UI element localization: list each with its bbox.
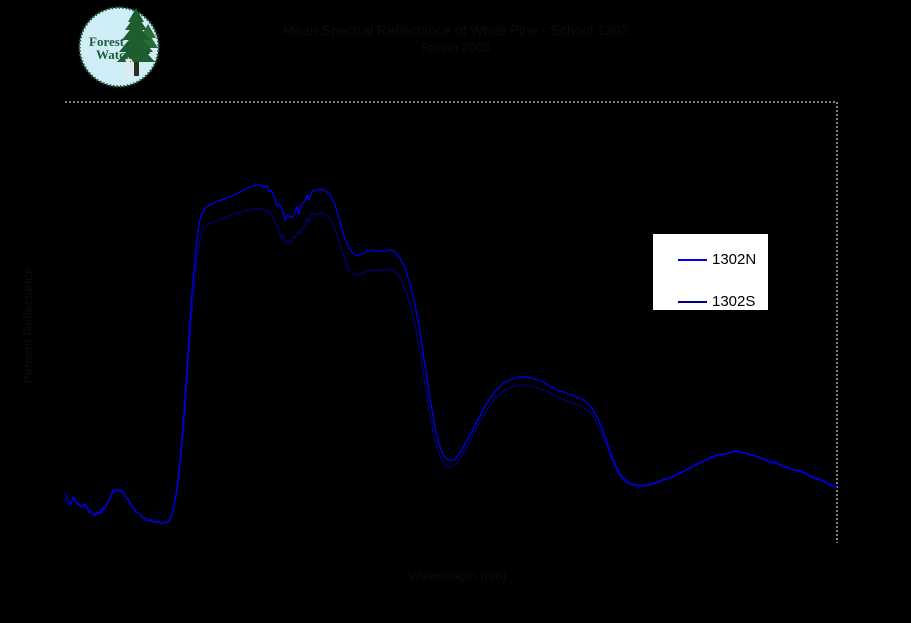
x-axis-label: Wavelength (nm)	[408, 568, 507, 583]
legend-label-1302n: 1302N	[712, 251, 757, 268]
logo-text-forest: Forest	[89, 34, 125, 49]
chart-subtitle: Spring 2005	[420, 40, 491, 55]
legend-label-1302s: 1302S	[712, 293, 756, 310]
y-axis-label: Percent Reflectance	[20, 266, 36, 385]
chart-title: Mean Spectral Reflectance of White Pine …	[282, 22, 629, 38]
logo-text-watch: Watch	[96, 47, 133, 62]
legend-line-swatch-1302s	[678, 300, 707, 303]
legend-entry-1302s: 1302S	[653, 294, 768, 309]
legend-entry-1302n: 1302N	[653, 252, 768, 267]
person-icon	[122, 57, 135, 78]
series-1302N-line	[64, 184, 838, 524]
pine-tree-icon	[117, 8, 155, 76]
forest-watch-logo: Forest Watch	[78, 6, 160, 88]
series-1302S-line	[64, 207, 838, 525]
legend-line-swatch-1302n	[678, 258, 707, 261]
legend-box: 1302N 1302S	[653, 234, 768, 310]
